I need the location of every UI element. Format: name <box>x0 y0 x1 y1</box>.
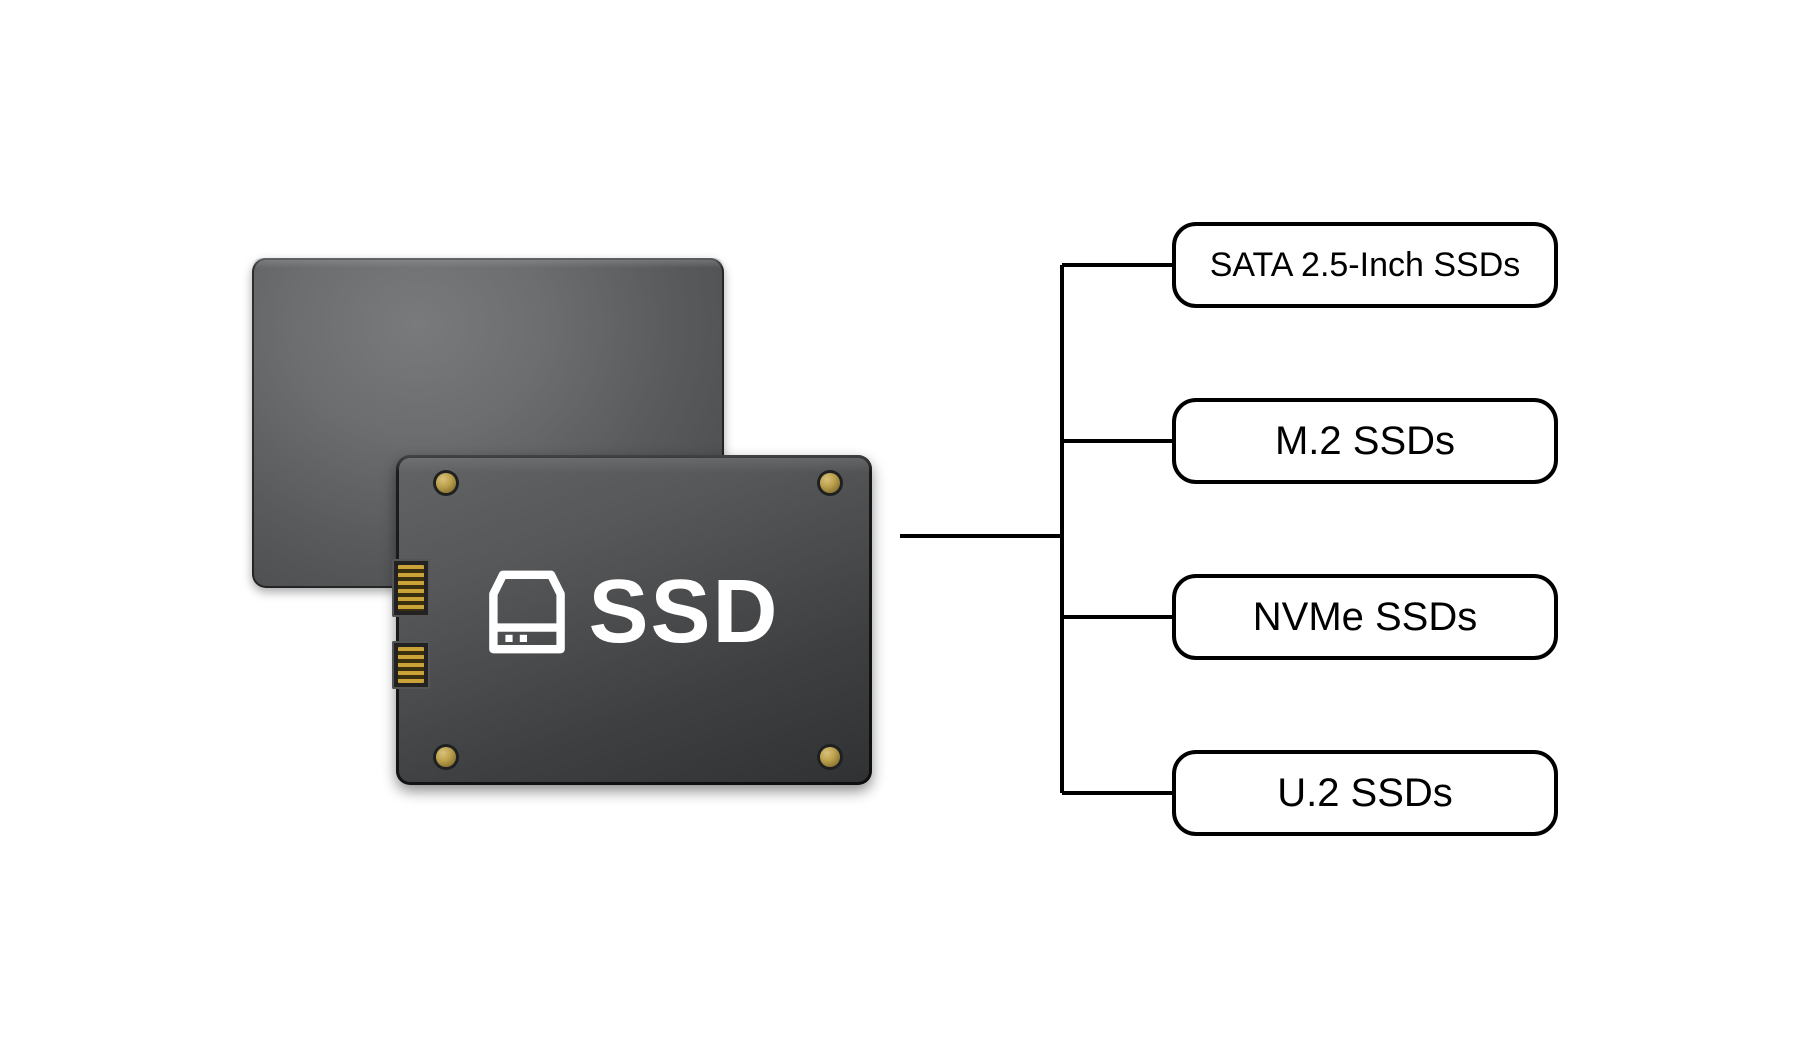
ssd-type-sata-25: SATA 2.5-Inch SSDs <box>1172 222 1558 308</box>
screw-icon <box>436 747 456 767</box>
screw-icon <box>820 473 840 493</box>
diagram-stage: SSD SATA 2.5-Inch SSDs M.2 SSDs NVMe SSD… <box>0 0 1800 1052</box>
drive-icon <box>488 570 566 654</box>
ssd-label-group: SSD <box>396 567 872 657</box>
screw-icon <box>436 473 456 493</box>
screw-icon <box>820 747 840 767</box>
ssd-type-u2: U.2 SSDs <box>1172 750 1558 836</box>
ssd-type-nvme: NVMe SSDs <box>1172 574 1558 660</box>
ssd-front-plate: SSD <box>396 455 872 785</box>
ssd-label-text: SSD <box>588 567 779 657</box>
ssd-type-m2: M.2 SSDs <box>1172 398 1558 484</box>
